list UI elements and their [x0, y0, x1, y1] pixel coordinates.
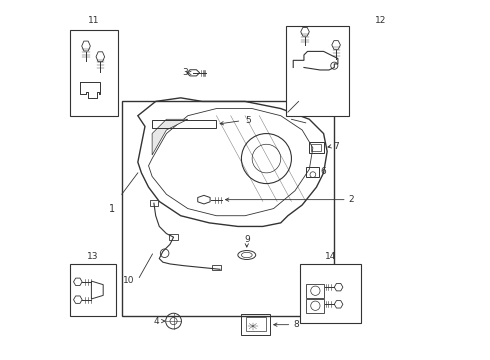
Polygon shape [152, 119, 188, 155]
FancyBboxPatch shape [122, 102, 334, 316]
Text: 10: 10 [123, 275, 134, 284]
Bar [306, 167, 319, 177]
Text: 1: 1 [108, 203, 115, 213]
Text: 8: 8 [293, 320, 299, 329]
FancyBboxPatch shape [300, 264, 361, 323]
Text: 11: 11 [88, 15, 99, 24]
Text: 7: 7 [334, 141, 340, 150]
Text: 4: 4 [154, 316, 159, 325]
Text: 9: 9 [244, 235, 250, 244]
Bar [149, 201, 158, 206]
Bar [245, 317, 266, 331]
Bar [212, 265, 220, 270]
Text: 3: 3 [182, 68, 188, 77]
FancyBboxPatch shape [70, 264, 117, 316]
Circle shape [160, 249, 169, 257]
Text: 14: 14 [325, 252, 337, 261]
Bar [169, 234, 178, 240]
Text: 5: 5 [245, 116, 251, 125]
Text: 2: 2 [348, 195, 354, 204]
Text: 13: 13 [87, 252, 99, 261]
Bar [242, 314, 270, 335]
Text: 6: 6 [320, 167, 326, 176]
Bar [309, 142, 324, 153]
Bar [306, 284, 324, 298]
Bar [306, 298, 324, 313]
Text: 12: 12 [375, 15, 387, 24]
FancyBboxPatch shape [286, 26, 348, 116]
FancyBboxPatch shape [70, 30, 118, 116]
Bar [312, 144, 321, 151]
Bar [152, 120, 217, 128]
